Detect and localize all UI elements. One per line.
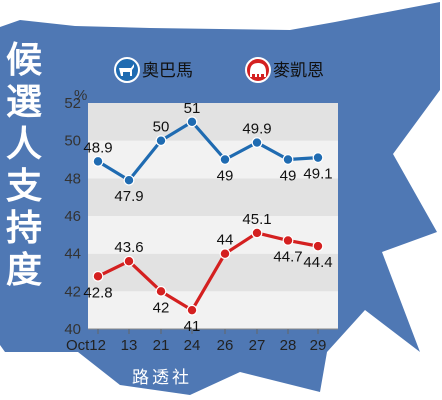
series-line [97, 120, 319, 182]
series-mccain: 42.8 43.6 42 41 44 45.1 44.7 44.4 [83, 211, 332, 335]
data-label: 45.1 [242, 211, 271, 228]
title-char: 人 [6, 124, 42, 165]
data-label: 49 [217, 168, 234, 185]
y-tick-label: 46 [64, 208, 81, 225]
y-tick-label: 48 [64, 170, 81, 187]
x-tick-label: 29 [310, 337, 327, 354]
data-point [219, 248, 231, 260]
data-point [92, 270, 104, 282]
legend-item-mccain: 麥凱恩 [245, 57, 324, 83]
data-label: 50 [153, 119, 170, 136]
data-label: 49.9 [242, 121, 271, 138]
title-char: 持 [6, 208, 42, 249]
data-point [251, 227, 263, 239]
y-axis-unit: % [74, 87, 87, 104]
x-tick-label: 13 [121, 337, 138, 354]
data-point [155, 135, 167, 147]
data-label: 49.1 [303, 166, 332, 183]
data-label: 44.7 [273, 248, 302, 265]
data-point [282, 154, 294, 165]
data-point [312, 152, 324, 164]
data-point [123, 174, 135, 186]
title-char: 支 [6, 166, 42, 207]
donkey-icon-glyph [119, 64, 134, 76]
data-label: 44 [217, 232, 234, 249]
data-point [186, 116, 198, 128]
title-char: 度 [6, 250, 42, 291]
x-tick-label: 28 [280, 337, 297, 354]
y-tick-label: 50 [64, 133, 81, 150]
data-point [251, 137, 263, 148]
x-tick-label: Oct12 [66, 337, 106, 354]
data-point [312, 240, 324, 252]
y-tick-label: 52 [64, 95, 81, 112]
x-axis: Oct12 13 21 24 26 27 28 29 [66, 329, 326, 354]
title-char: 選 [6, 82, 42, 123]
data-label: 42 [153, 299, 170, 316]
grid-band [88, 216, 338, 254]
x-tick-label: 26 [217, 337, 234, 354]
data-point [282, 235, 294, 246]
legend-item-obama: 奧巴馬 [114, 57, 193, 83]
legend-label-mccain: 麥凱恩 [273, 61, 324, 81]
data-point [219, 154, 231, 165]
data-label: 41 [184, 318, 201, 335]
elephant-icon-glyph [250, 63, 266, 77]
data-label: 49 [280, 168, 297, 185]
legend-label-obama: 奧巴馬 [142, 61, 193, 81]
grid-band [88, 103, 338, 141]
data-label: 43.6 [114, 239, 143, 256]
y-axis: 40 42 44 46 48 50 52 [64, 95, 338, 338]
x-tick-label: 21 [153, 337, 170, 354]
source-label: 路透社 [132, 368, 192, 388]
x-tick-label: 24 [184, 337, 201, 354]
title-char: 候 [6, 40, 42, 81]
data-label: 48.9 [83, 139, 112, 156]
data-point [186, 304, 198, 316]
legend: 奧巴馬 麥凱恩 [114, 57, 324, 83]
series-obama: 48.9 47.9 50 51 49 49.9 49 49.1 [83, 100, 332, 205]
data-label: 44.4 [303, 254, 332, 271]
y-tick-label: 40 [64, 321, 81, 338]
grid-band [88, 291, 338, 329]
data-point [155, 285, 167, 297]
x-tick-label: 27 [249, 337, 266, 354]
data-label: 42.8 [83, 284, 112, 301]
grid-bands [88, 103, 338, 329]
y-tick-label: 44 [64, 246, 81, 263]
data-label: 51 [184, 100, 201, 117]
data-point [123, 255, 135, 267]
data-label: 47.9 [114, 188, 143, 205]
y-tick-label: 42 [64, 283, 81, 300]
data-point [92, 155, 104, 167]
chart-title: 候 選 人 支 持 度 [6, 40, 42, 291]
series-layer: 48.9 47.9 50 51 49 49.9 49 49.1 42.8 43.6 42 41 44 45… [83, 100, 332, 335]
